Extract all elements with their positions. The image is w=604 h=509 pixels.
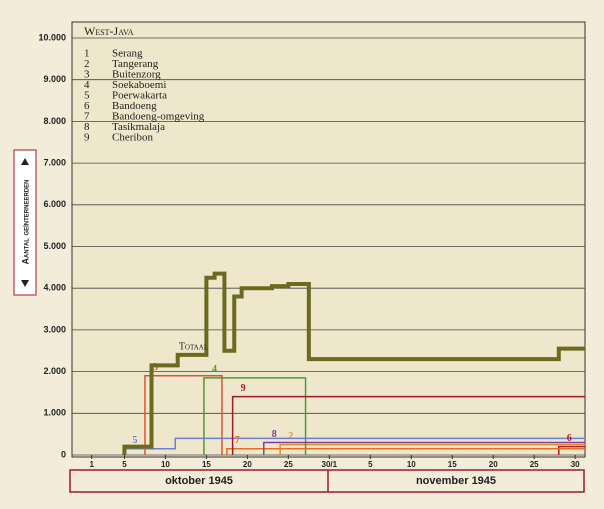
x-tick-label: 25: [284, 460, 293, 469]
legend-key: 5: [84, 90, 90, 102]
legend-name: Buitenzorg: [112, 69, 161, 81]
legend-name: Poerwakarta: [112, 90, 167, 102]
x-tick-label: 30/1: [322, 460, 338, 469]
legend-name: Bandoeng-omgeving: [112, 111, 205, 123]
legend-name: Bandoeng: [112, 100, 157, 112]
x-tick-label: 20: [489, 460, 498, 469]
series-label: 5: [132, 435, 137, 446]
plot-area: [71, 21, 586, 458]
line: [226, 447, 585, 455]
y-tick-label: 8.000: [43, 116, 66, 126]
legend-key: 6: [84, 100, 90, 112]
x-tick-label: 30: [571, 460, 580, 469]
legend-name: Tasikmalaja: [112, 121, 165, 133]
legend-name: Serang: [112, 48, 143, 60]
line: [558, 445, 585, 455]
y-tick-label: 4.000: [43, 283, 66, 293]
x-tick-label: 5: [122, 460, 127, 469]
series-label: 7: [235, 435, 240, 446]
line: [203, 377, 307, 455]
x-tick-label: 10: [161, 460, 170, 469]
x-tick-label: 25: [530, 460, 539, 469]
month-label: november 1945: [416, 475, 496, 487]
y-tick-label: 6.000: [43, 199, 66, 209]
y-tick-label: 9.000: [43, 74, 66, 84]
line: [122, 271, 585, 455]
x-tick-label: 5: [368, 460, 373, 469]
x-tick-label: 15: [202, 460, 211, 469]
y-tick-label: 3.000: [43, 324, 66, 334]
line: [231, 395, 585, 455]
y-tick-label: 7.000: [43, 157, 66, 167]
legend-key: 3: [84, 69, 90, 81]
legend-key: 1: [84, 48, 90, 60]
x-tick-label: 10: [407, 460, 416, 469]
arrow-down: [21, 280, 29, 287]
series-label: 9: [241, 383, 246, 394]
legend-key: 4: [84, 79, 90, 91]
legend-key: 2: [84, 58, 90, 70]
series-label: 2: [288, 431, 293, 442]
series-label: 8: [272, 429, 277, 440]
line: [144, 375, 223, 455]
line: [279, 443, 585, 455]
legend-key: 7: [84, 111, 90, 123]
y-axis-label: Aantal geïnterneerden: [20, 180, 30, 265]
series-label: 6: [567, 433, 572, 444]
x-tick-label: 15: [448, 460, 457, 469]
series-label: 3: [153, 362, 158, 373]
legend-name: Cheribon: [112, 132, 153, 144]
y-tick-label: 0: [61, 449, 66, 459]
y-tick-label: 1.000: [43, 408, 66, 418]
legend-key: 9: [84, 132, 90, 144]
x-tick-label: 20: [243, 460, 252, 469]
total-label: Totaal: [179, 341, 208, 352]
y-tick-label: 5.000: [43, 241, 66, 251]
line: [263, 441, 585, 455]
y-tick-label: 10.000: [38, 32, 66, 42]
y-tick-label: 2.000: [43, 366, 66, 376]
legend-name: Soekaboemi: [112, 79, 166, 91]
ylabel-box: [13, 149, 37, 296]
month-band: [69, 469, 585, 493]
legend-key: 8: [84, 121, 90, 133]
x-tick-label: 1: [89, 460, 94, 469]
chart-title: West-Java: [84, 24, 134, 38]
month-label: oktober 1945: [165, 475, 233, 487]
series-label: 4: [212, 364, 217, 375]
arrow-up: [21, 158, 29, 165]
legend-name: Tangerang: [112, 58, 159, 70]
